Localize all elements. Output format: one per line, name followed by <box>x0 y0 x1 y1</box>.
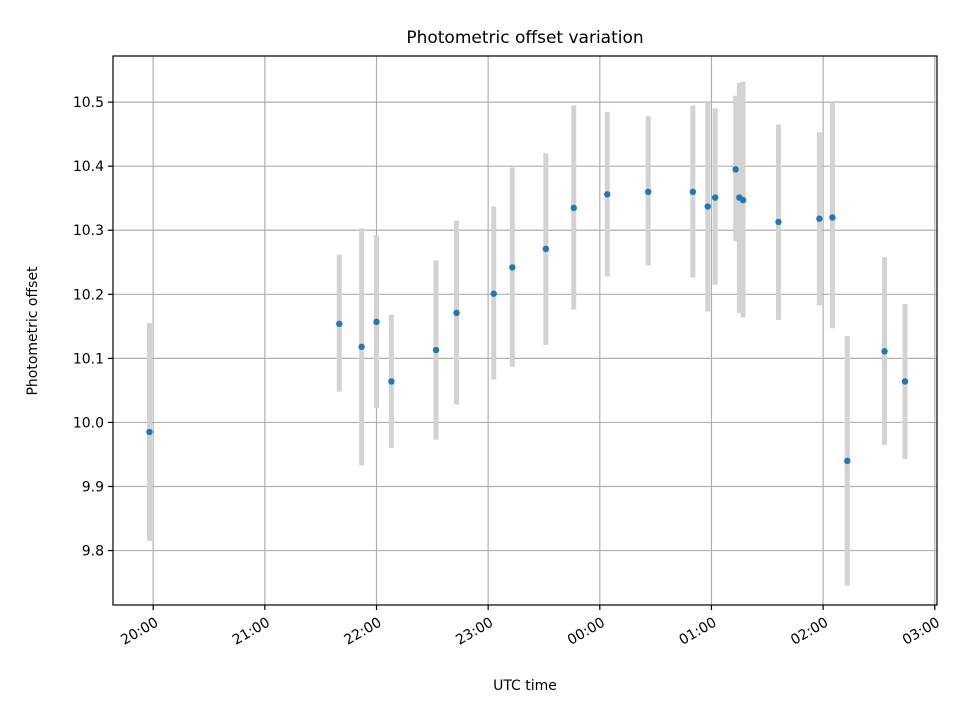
data-point <box>901 378 909 385</box>
x-axis-label: UTC time <box>493 678 557 694</box>
y-tick-label: 10.2 <box>73 287 104 303</box>
data-points <box>146 166 909 465</box>
plot-frame <box>112 55 938 606</box>
data-point <box>739 196 747 204</box>
grid <box>113 56 937 605</box>
data-point <box>775 218 782 226</box>
data-point <box>373 318 380 326</box>
data-point <box>388 378 395 385</box>
chart-title: Photometric offset variation <box>406 28 643 48</box>
data-point <box>336 320 343 327</box>
data-point <box>570 204 577 212</box>
data-point <box>490 290 497 297</box>
x-tick-label: 20:00 <box>118 615 161 649</box>
y-tick-label: 9.8 <box>82 544 104 560</box>
y-tick-label: 10.5 <box>73 95 104 111</box>
axis-ticks: 20:00 21:00 22:00 23:00 00:00 01:00 02:00 03:00… <box>73 95 943 649</box>
y-tick-label: 10.0 <box>73 415 104 431</box>
data-point <box>644 188 652 196</box>
data-point <box>453 309 460 317</box>
data-point <box>509 264 516 271</box>
data-point <box>689 188 697 196</box>
x-tick-label: 03:00 <box>900 615 943 649</box>
data-point <box>881 348 888 355</box>
data-point <box>829 214 836 221</box>
data-point <box>604 191 611 198</box>
data-point <box>816 215 823 222</box>
data-point <box>358 343 365 351</box>
data-point <box>146 428 153 436</box>
x-tick-label: 21:00 <box>230 615 273 649</box>
data-point <box>711 194 719 201</box>
data-point <box>542 245 550 253</box>
error-bars <box>146 81 908 586</box>
y-tick-label: 9.9 <box>82 479 104 495</box>
y-axis-label: Photometric offset <box>25 266 41 396</box>
x-tick-label: 23:00 <box>453 615 496 649</box>
x-tick-label: 02:00 <box>788 615 831 649</box>
data-point <box>704 203 711 210</box>
y-tick-label: 10.3 <box>73 223 104 239</box>
x-tick-label: 01:00 <box>677 615 720 649</box>
data-point <box>844 457 851 465</box>
data-point <box>732 166 739 173</box>
x-tick-label: 00:00 <box>565 615 608 649</box>
y-tick-label: 10.1 <box>73 351 104 367</box>
x-tick-label: 22:00 <box>342 615 385 649</box>
y-tick-label: 10.4 <box>73 159 104 175</box>
data-point <box>432 346 440 354</box>
